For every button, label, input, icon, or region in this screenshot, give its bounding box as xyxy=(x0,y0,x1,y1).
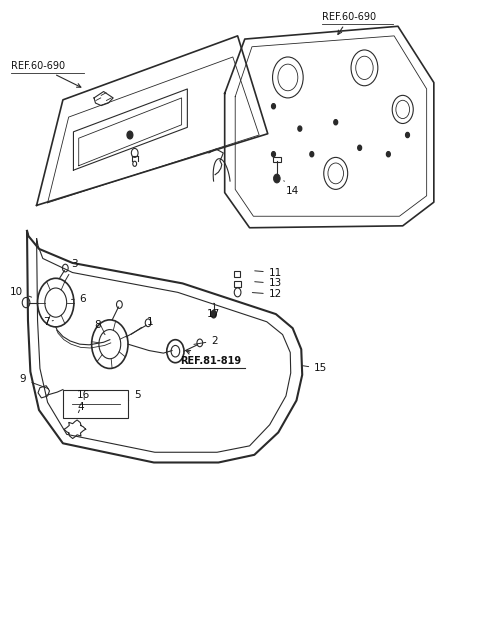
Text: 9: 9 xyxy=(20,374,48,388)
Circle shape xyxy=(386,152,390,157)
Text: 12: 12 xyxy=(252,289,282,299)
Text: 14: 14 xyxy=(284,181,299,196)
Text: 8: 8 xyxy=(94,320,105,335)
Text: REF.60-690: REF.60-690 xyxy=(323,12,376,35)
Circle shape xyxy=(298,126,302,131)
Circle shape xyxy=(127,131,133,139)
Text: 6: 6 xyxy=(72,294,86,304)
Circle shape xyxy=(274,174,280,183)
Text: 4: 4 xyxy=(77,403,84,413)
Text: 11: 11 xyxy=(255,267,282,278)
Circle shape xyxy=(272,104,276,109)
Circle shape xyxy=(406,133,409,138)
Text: REF.81-819: REF.81-819 xyxy=(180,351,241,366)
Text: 5: 5 xyxy=(128,390,140,401)
Circle shape xyxy=(358,146,361,151)
Text: 7: 7 xyxy=(43,317,53,328)
Circle shape xyxy=(272,152,276,157)
Text: 16: 16 xyxy=(77,390,91,400)
Circle shape xyxy=(334,120,337,125)
Text: 2: 2 xyxy=(194,336,218,346)
Circle shape xyxy=(210,310,217,319)
Text: 15: 15 xyxy=(302,363,327,374)
Text: REF.60-690: REF.60-690 xyxy=(11,61,81,87)
Text: 13: 13 xyxy=(255,278,282,288)
Text: 10: 10 xyxy=(10,287,32,297)
Circle shape xyxy=(310,152,314,157)
Text: 1: 1 xyxy=(131,317,153,335)
Text: 3: 3 xyxy=(64,259,78,282)
Text: 17: 17 xyxy=(206,303,220,319)
